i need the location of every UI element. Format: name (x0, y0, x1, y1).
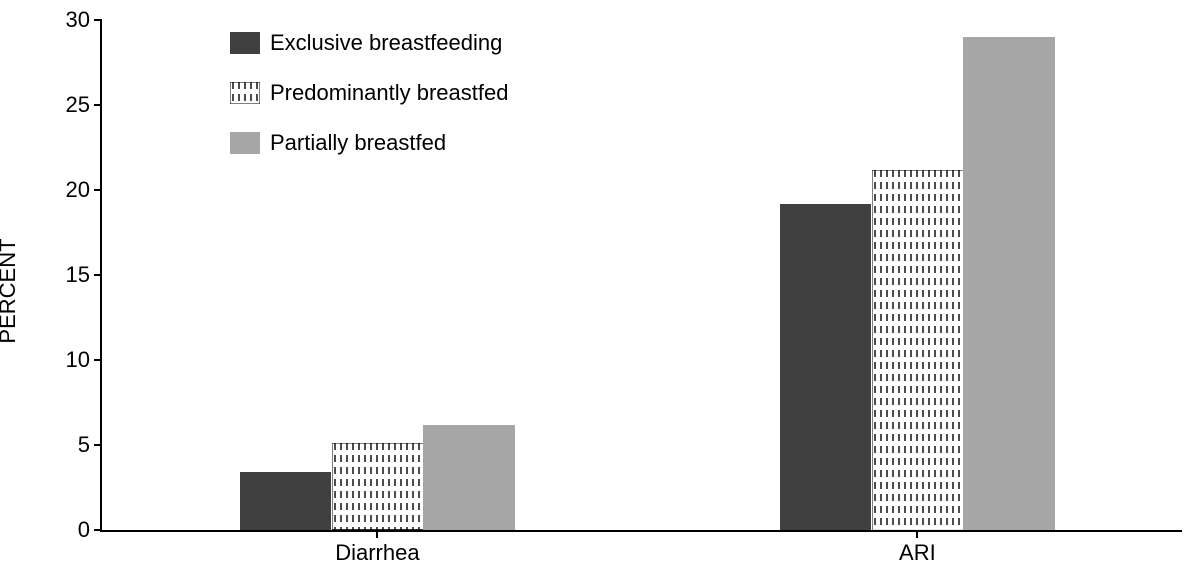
legend-label: Exclusive breastfeeding (270, 30, 502, 56)
y-tick-label: 0 (78, 517, 90, 543)
bar (780, 204, 872, 530)
legend-label: Partially breastfed (270, 130, 446, 156)
y-tick-mark (94, 529, 102, 531)
legend-swatch (230, 132, 260, 154)
legend-item: Predominantly breastfed (230, 80, 508, 106)
x-tick-label: Diarrhea (335, 540, 419, 566)
y-tick-mark (94, 189, 102, 191)
y-tick-label: 30 (66, 7, 90, 33)
y-tick-label: 5 (78, 432, 90, 458)
legend-swatch (230, 32, 260, 54)
y-tick-mark (94, 274, 102, 276)
bar (963, 37, 1055, 530)
x-tick-mark (916, 530, 918, 538)
bar (332, 443, 424, 530)
bar (423, 425, 515, 530)
y-axis-label: PERCENT (0, 238, 21, 343)
y-tick-mark (94, 444, 102, 446)
bar (240, 472, 332, 530)
x-tick-label: ARI (899, 540, 936, 566)
y-tick-mark (94, 19, 102, 21)
y-tick-mark (94, 359, 102, 361)
y-tick-mark (94, 104, 102, 106)
bar (872, 170, 964, 530)
y-tick-label: 25 (66, 92, 90, 118)
x-tick-mark (376, 530, 378, 538)
legend: Exclusive breastfeeding Predominantly bre… (230, 30, 508, 180)
y-tick-label: 20 (66, 177, 90, 203)
chart-container: PERCENT 0 5 10 15 20 25 30 Diarrhea ARI Exclusiv… (0, 0, 1200, 582)
y-tick-label: 15 (66, 262, 90, 288)
legend-item: Exclusive breastfeeding (230, 30, 508, 56)
legend-swatch (230, 82, 260, 104)
legend-label: Predominantly breastfed (270, 80, 508, 106)
legend-item: Partially breastfed (230, 130, 508, 156)
y-tick-label: 10 (66, 347, 90, 373)
